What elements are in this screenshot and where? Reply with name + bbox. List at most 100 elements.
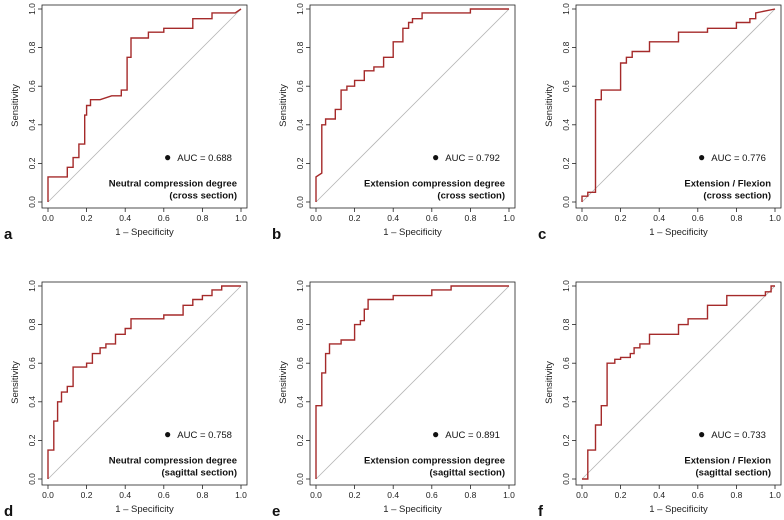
- x-tick-label: 0.8: [464, 213, 476, 223]
- panel-e: 0.0 0.2 0.4 0.6 0.8 1.0 0.0 0.2 0.4 0.6 0.8 1.0 1 – …: [272, 280, 516, 520]
- y-tick-label: 0.0: [27, 196, 37, 208]
- panel-a: 0.0 0.2 0.4 0.6 0.8 1.0 0.0 0.2 0.4 0.6 0.8 1.0 1 – …: [4, 3, 248, 243]
- y-tick-label: 0.0: [561, 473, 571, 485]
- y-tick-label: 0.0: [295, 196, 305, 208]
- y-tick-label: 0.4: [561, 119, 571, 131]
- panel-f: 0.0 0.2 0.4 0.6 0.8 1.0 0.0 0.2 0.4 0.6 0.8 1.0 1 – …: [538, 280, 782, 520]
- panel-letter: d: [4, 503, 13, 520]
- y-tick-label: 0.6: [561, 357, 571, 369]
- roc-curve-line: [47, 8, 242, 202]
- panel-annotation: (cross section): [169, 191, 237, 202]
- x-axis-label: 1 – Specificity: [649, 504, 708, 515]
- panel-letter: c: [538, 226, 546, 243]
- x-tick-label: 0.4: [387, 213, 399, 223]
- y-tick-label: 0.8: [27, 318, 37, 330]
- auc-label: AUC = 0.776: [711, 153, 766, 164]
- x-axis-label: 1 – Specificity: [115, 227, 174, 238]
- x-tick-label: 0.4: [387, 490, 399, 500]
- auc-point: [165, 155, 171, 161]
- auc-point: [433, 155, 439, 161]
- panel-annotation: Extension / Flexion: [684, 456, 771, 467]
- y-tick-label: 1.0: [561, 280, 571, 292]
- y-tick-label: 0.0: [561, 196, 571, 208]
- reference-diagonal: [315, 285, 510, 480]
- plot-frame: [309, 281, 516, 486]
- y-tick-label: 0.6: [561, 80, 571, 92]
- auc-label: AUC = 0.733: [711, 430, 766, 441]
- y-tick-label: 0.2: [27, 157, 37, 169]
- panel-annotation: (cross section): [437, 191, 505, 202]
- panel-annotation: (sagittal section): [696, 468, 772, 479]
- panel-b: 0.0 0.2 0.4 0.6 0.8 1.0 0.0 0.2 0.4 0.6 0.8 1.0 1 – …: [272, 3, 516, 243]
- x-tick-label: 0.2: [81, 213, 93, 223]
- x-tick-label: 0.2: [349, 490, 361, 500]
- x-tick-label: 0.8: [730, 490, 742, 500]
- x-tick-label: 0.6: [426, 490, 438, 500]
- y-tick-label: 0.2: [27, 434, 37, 446]
- x-tick-label: 0.4: [653, 213, 665, 223]
- plot-frame: [41, 281, 248, 486]
- x-tick-label: 0.4: [119, 213, 131, 223]
- y-tick-label: 1.0: [295, 3, 305, 15]
- x-tick-label: 1.0: [235, 213, 247, 223]
- y-tick-label: 0.0: [295, 473, 305, 485]
- y-tick-label: 0.2: [295, 157, 305, 169]
- y-tick-label: 1.0: [295, 280, 305, 292]
- panel-c: 0.0 0.2 0.4 0.6 0.8 1.0 0.0 0.2 0.4 0.6 0.8 1.0 1 – …: [538, 3, 782, 243]
- x-tick-label: 0.6: [158, 490, 170, 500]
- plot-frame: [575, 281, 782, 486]
- x-tick-label: 0.6: [426, 213, 438, 223]
- auc-label: AUC = 0.792: [445, 153, 500, 164]
- y-tick-label: 0.8: [561, 318, 571, 330]
- panel-annotation: Neutral compression degree: [109, 456, 237, 467]
- roc-curve-line: [582, 285, 775, 480]
- y-tick-label: 0.8: [561, 41, 571, 53]
- auc-point: [699, 155, 705, 161]
- auc-point: [699, 432, 705, 438]
- reference-diagonal: [581, 285, 776, 480]
- x-axis-label: 1 – Specificity: [115, 504, 174, 515]
- y-tick-label: 0.4: [27, 119, 37, 131]
- x-tick-label: 0.0: [576, 213, 588, 223]
- y-tick-label: 0.6: [295, 357, 305, 369]
- x-axis-label: 1 – Specificity: [383, 227, 442, 238]
- y-axis-label: Sensitivity: [544, 361, 555, 404]
- y-tick-label: 0.4: [27, 396, 37, 408]
- y-tick-label: 0.2: [561, 434, 571, 446]
- x-tick-label: 0.0: [42, 213, 54, 223]
- auc-label: AUC = 0.688: [177, 153, 232, 164]
- panel-annotation: Extension compression degree: [364, 179, 505, 190]
- x-tick-label: 0.8: [196, 490, 208, 500]
- auc-point: [165, 432, 171, 438]
- x-tick-label: 0.6: [692, 213, 704, 223]
- plot-frame: [575, 4, 782, 209]
- panel-letter: f: [538, 503, 544, 520]
- x-tick-label: 1.0: [503, 213, 515, 223]
- y-tick-label: 0.8: [27, 41, 37, 53]
- x-tick-label: 1.0: [235, 490, 247, 500]
- reference-diagonal: [581, 8, 776, 203]
- x-tick-label: 0.0: [576, 490, 588, 500]
- y-tick-label: 0.2: [295, 434, 305, 446]
- y-tick-label: 0.6: [295, 80, 305, 92]
- y-tick-label: 0.4: [561, 396, 571, 408]
- x-tick-label: 0.8: [464, 490, 476, 500]
- reference-diagonal: [47, 8, 242, 203]
- x-tick-label: 1.0: [769, 490, 781, 500]
- panel-annotation: (cross section): [703, 191, 771, 202]
- x-tick-label: 0.2: [81, 490, 93, 500]
- x-tick-label: 0.4: [653, 490, 665, 500]
- y-tick-label: 1.0: [27, 3, 37, 15]
- auc-point: [433, 432, 439, 438]
- x-tick-label: 0.2: [349, 213, 361, 223]
- y-tick-label: 0.6: [27, 80, 37, 92]
- x-tick-label: 0.2: [615, 213, 627, 223]
- panel-annotation: (sagittal section): [162, 468, 238, 479]
- x-tick-label: 0.6: [692, 490, 704, 500]
- x-tick-label: 0.4: [119, 490, 131, 500]
- reference-diagonal: [47, 285, 242, 480]
- panel-letter: e: [272, 503, 280, 520]
- y-tick-label: 0.8: [295, 318, 305, 330]
- roc-curve-line: [315, 8, 509, 202]
